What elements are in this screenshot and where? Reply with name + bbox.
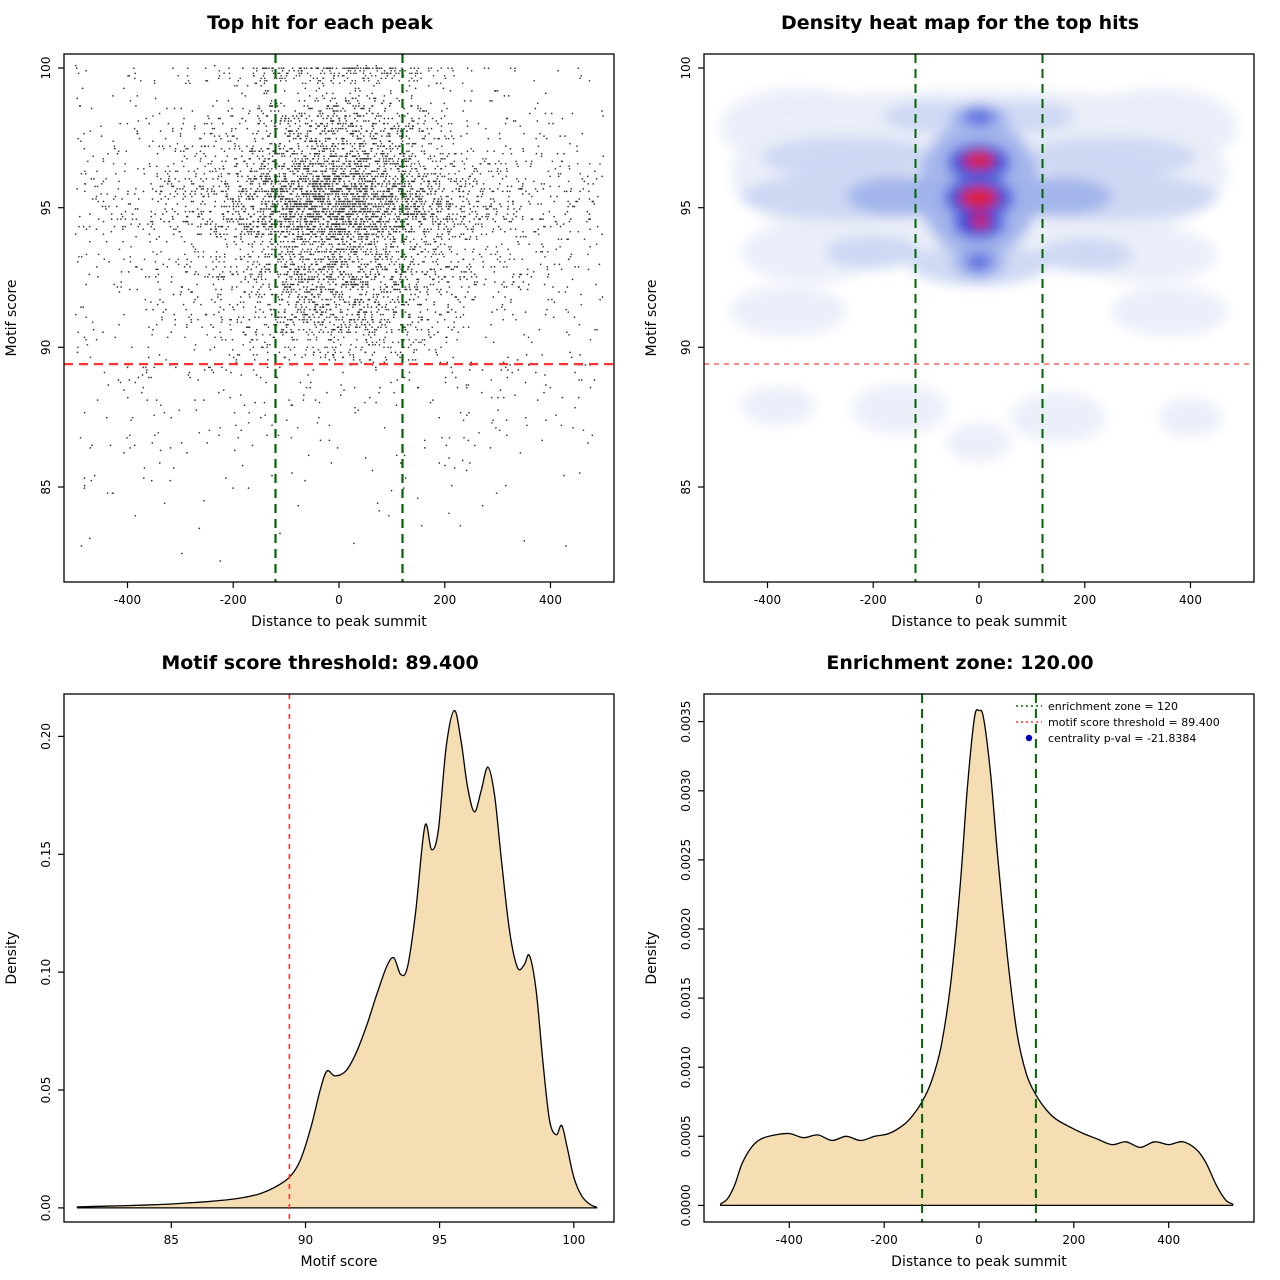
svg-text:Motif score: Motif score	[644, 279, 660, 356]
svg-text:Motif score: Motif score	[4, 279, 20, 356]
svg-text:100: 100	[562, 1233, 585, 1247]
svg-text:0.0020: 0.0020	[679, 908, 693, 950]
svg-text:95: 95	[39, 200, 53, 215]
svg-text:90: 90	[39, 340, 53, 355]
enrichment-zone-title: Enrichment zone: 120.00	[826, 652, 1094, 674]
svg-text:0.0035: 0.0035	[679, 701, 693, 743]
svg-text:motif score threshold = 89.400: motif score threshold = 89.400	[1048, 716, 1220, 729]
density-heatmap-plot: -400 -200 0 200 400 85 90 95 100 Distance to peak…	[640, 38, 1280, 638]
svg-text:Distance to peak summit: Distance to peak summit	[891, 614, 1067, 630]
scatter-title: Top hit for each peak	[207, 12, 433, 34]
svg-text:0.15: 0.15	[39, 841, 53, 868]
panel-motif-score-density: Motif score threshold: 89.400 85 90 95 100 0…	[0, 640, 640, 1280]
motif-score-density-plot: 85 90 95 100 0.00 0.05 0.10 0.15 0.20 Motif score…	[0, 678, 640, 1278]
svg-text:90: 90	[679, 340, 693, 355]
panel-enrichment-zone-density: Enrichment zone: 120.00 -400 -200 0 200 400 0…	[640, 640, 1280, 1280]
svg-text:0.0015: 0.0015	[679, 977, 693, 1019]
svg-text:0.0030: 0.0030	[679, 770, 693, 812]
svg-text:0.00: 0.00	[39, 1195, 53, 1222]
svg-text:200: 200	[433, 593, 456, 607]
svg-text:200: 200	[1062, 1233, 1085, 1247]
svg-text:-400: -400	[776, 1233, 803, 1247]
motif-score-density-title: Motif score threshold: 89.400	[161, 652, 479, 674]
svg-text:0: 0	[975, 593, 983, 607]
svg-text:0.10: 0.10	[39, 959, 53, 986]
svg-text:0.0005: 0.0005	[679, 1115, 693, 1157]
svg-text:Distance to peak summit: Distance to peak summit	[251, 614, 427, 630]
svg-text:100: 100	[679, 57, 693, 80]
svg-text:Distance to peak summit: Distance to peak summit	[891, 1254, 1067, 1270]
svg-text:-400: -400	[114, 593, 141, 607]
svg-text:Density: Density	[644, 931, 660, 984]
svg-text:100: 100	[39, 57, 53, 80]
svg-text:Density: Density	[4, 931, 20, 984]
heatmap-title: Density heat map for the top hits	[780, 12, 1140, 34]
top-hit-scatter-plot: -400 -200 0 200 400 85 90 95 100 Distance to peak…	[0, 38, 640, 638]
svg-text:0.05: 0.05	[39, 1077, 53, 1104]
panel-top-hit-scatter: Top hit for each peak -400 -200 0 200 400 85 9…	[0, 0, 640, 640]
svg-text:0.0000: 0.0000	[679, 1184, 693, 1226]
svg-text:400: 400	[1179, 593, 1202, 607]
svg-text:enrichment zone = 120: enrichment zone = 120	[1048, 700, 1178, 713]
svg-text:95: 95	[432, 1233, 447, 1247]
svg-text:90: 90	[298, 1233, 313, 1247]
svg-text:-200: -200	[220, 593, 247, 607]
svg-text:95: 95	[679, 200, 693, 215]
svg-text:Motif score: Motif score	[300, 1254, 377, 1270]
svg-text:-200: -200	[871, 1233, 898, 1247]
svg-text:0: 0	[975, 1233, 983, 1247]
svg-text:-400: -400	[754, 593, 781, 607]
svg-text:0: 0	[335, 593, 343, 607]
svg-text:centrality p-val = -21.8384: centrality p-val = -21.8384	[1048, 732, 1196, 745]
svg-text:85: 85	[39, 479, 53, 494]
svg-text:-200: -200	[860, 593, 887, 607]
svg-text:85: 85	[164, 1233, 179, 1247]
svg-text:0.0025: 0.0025	[679, 839, 693, 881]
panel-density-heatmap: Density heat map for the top hits -400 -2…	[640, 0, 1280, 640]
svg-text:400: 400	[539, 593, 562, 607]
svg-text:200: 200	[1073, 593, 1096, 607]
svg-text:0.20: 0.20	[39, 723, 53, 750]
svg-text:0.0010: 0.0010	[679, 1046, 693, 1088]
enrichment-zone-density-plot: -400 -200 0 200 400 0.0000 0.0005 0.0010 0.0015 0…	[640, 678, 1280, 1278]
svg-text:400: 400	[1157, 1233, 1180, 1247]
svg-text:85: 85	[679, 479, 693, 494]
